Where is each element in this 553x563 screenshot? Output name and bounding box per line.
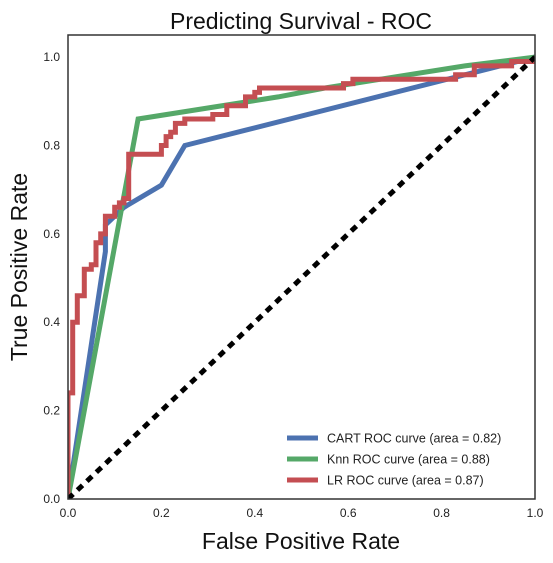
x-axis-title: False Positive Rate — [202, 528, 400, 554]
series-line-3 — [68, 59, 535, 499]
y-tick-label: 1.0 — [43, 50, 60, 64]
legend-label-2: Knn ROC curve (area = 0.88) — [327, 453, 490, 467]
y-axis-title: True Positive Rate — [6, 173, 32, 361]
legend-label-3: LR ROC curve (area = 0.87) — [327, 474, 484, 488]
x-tick-label: 0.6 — [340, 506, 357, 520]
y-tick-label: 0.0 — [43, 492, 60, 506]
y-tick-label: 0.4 — [43, 315, 60, 329]
x-tick-label: 0.8 — [433, 506, 450, 520]
y-tick-label: 0.8 — [43, 138, 60, 152]
legend: CART ROC curve (area = 0.82) Knn ROC curv… — [287, 432, 501, 488]
x-tick-label: 0.2 — [153, 506, 170, 520]
reference-diagonal-line — [68, 55, 535, 499]
chart-title: Predicting Survival - ROC — [170, 8, 432, 34]
x-tick-label: 0.4 — [246, 506, 263, 520]
x-axis-ticks: 0.0 0.2 0.4 0.6 0.8 1.0 — [60, 506, 544, 520]
y-tick-label: 0.6 — [43, 227, 60, 241]
x-tick-label: 1.0 — [527, 506, 544, 520]
y-axis-ticks: 0.0 0.2 0.4 0.6 0.8 1.0 — [43, 50, 60, 506]
plot-frame — [67, 34, 536, 500]
plot-area — [68, 54, 535, 499]
x-tick-label: 0.0 — [60, 506, 77, 520]
legend-label-1: CART ROC curve (area = 0.82) — [327, 432, 501, 446]
y-tick-label: 0.2 — [43, 404, 60, 418]
